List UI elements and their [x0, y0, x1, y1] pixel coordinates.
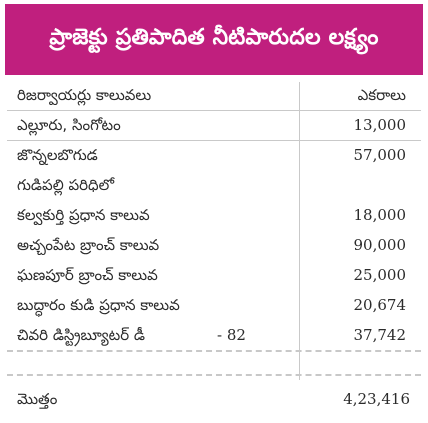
table-row-name: ఘణపూర్ బ్రాంచ్ కాలువ: [17, 266, 158, 284]
row-rule: [7, 140, 421, 141]
total-acres: 4,23,416: [343, 390, 410, 408]
table-title: ప్రాజెక్టు ప్రతిపాదిత నీటిపారుదల లక్ష్యం: [49, 24, 379, 50]
table-row-name: గుడిపల్లి పరిధిలో: [17, 176, 115, 194]
table-row-acres: 20,674: [353, 296, 407, 314]
table-row-acres: 25,000: [353, 266, 407, 284]
table-row-suffix: - 82: [217, 326, 246, 344]
column-divider: [299, 82, 300, 380]
irrigation-table-card: ప్రాజెక్టు ప్రతిపాదిత నీటిపారుదల లక్ష్యం…: [5, 4, 423, 419]
column-header-reservoirs: రిజర్వాయర్లు కాలువలు: [17, 86, 152, 104]
total-label: మొత్తం: [17, 390, 58, 408]
table-title-banner: ప్రాజెక్టు ప్రతిపాదిత నీటిపారుదల లక్ష్యం: [5, 4, 423, 75]
table-row-acres: 37,742: [353, 326, 407, 344]
table-row-name: బుద్ధారం కుడి ప్రధాన కాలువ: [17, 296, 180, 314]
table-row-name: కల్వకుర్తి ప్రధాన కాలువ: [17, 206, 150, 224]
table-row-acres: 18,000: [353, 206, 407, 224]
table-row-acres: 90,000: [353, 236, 407, 254]
table-row-name: ఎల్లూరు, సింగోటం: [17, 116, 121, 134]
table-row-name: అచ్చంపేట బ్రాంచ్ కాలువ: [17, 236, 160, 254]
table-row-name: చివరి డిస్ట్రిబ్యూటర్ డీ: [17, 326, 146, 344]
table-row-name: జొన్నలబొగుడ: [17, 146, 98, 164]
table-row-acres: 13,000: [353, 116, 407, 134]
dashed-rule: [7, 374, 421, 376]
header-rule: [7, 110, 421, 111]
dashed-rule: [7, 350, 421, 352]
table-row-acres: 57,000: [353, 146, 407, 164]
column-header-acres: ఎకరాలు: [357, 86, 406, 104]
table-row: చివరి డిస్ట్రిబ్యూటర్ డీ - 82: [17, 325, 297, 345]
